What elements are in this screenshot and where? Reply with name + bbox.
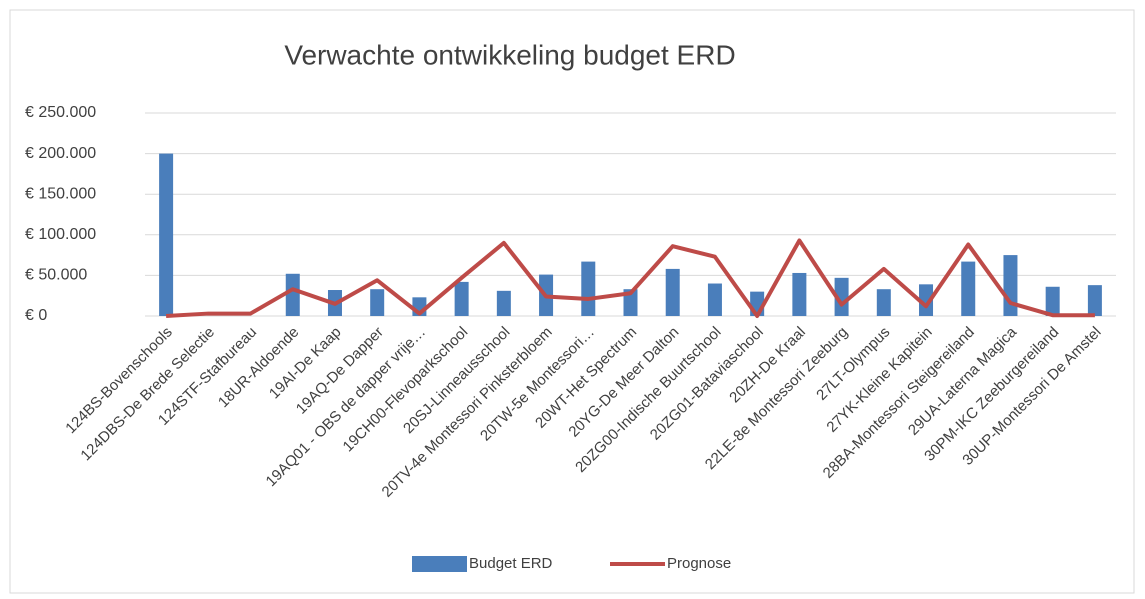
bar [1003, 255, 1018, 316]
bar [1045, 286, 1060, 316]
bar [919, 284, 934, 316]
y-tick-label: € 0 [25, 307, 47, 324]
bar [496, 290, 511, 316]
chart-title: Verwachte ontwikkeling budget ERD [284, 39, 735, 70]
bar [665, 268, 680, 316]
bar [876, 289, 891, 316]
bar [1087, 285, 1102, 316]
bar [792, 272, 807, 316]
bar [581, 261, 596, 316]
legend-label: Budget ERD [469, 555, 553, 572]
bar [454, 281, 469, 316]
y-tick-label: € 250.000 [25, 104, 96, 121]
bar [623, 289, 638, 316]
y-tick-label: € 150.000 [25, 185, 96, 202]
legend-swatch [412, 556, 467, 572]
y-tick-label: € 200.000 [25, 145, 96, 162]
y-tick-label: € 50.000 [25, 267, 87, 284]
bar [834, 277, 849, 316]
line [165, 238, 1095, 318]
bar [159, 153, 174, 316]
bar [707, 283, 722, 316]
bar [961, 261, 976, 316]
legend-label: Prognose [667, 555, 731, 572]
bar [370, 289, 385, 316]
bar [285, 273, 300, 316]
chart-border [9, 9, 1135, 594]
y-tick-label: € 100.000 [25, 226, 96, 243]
